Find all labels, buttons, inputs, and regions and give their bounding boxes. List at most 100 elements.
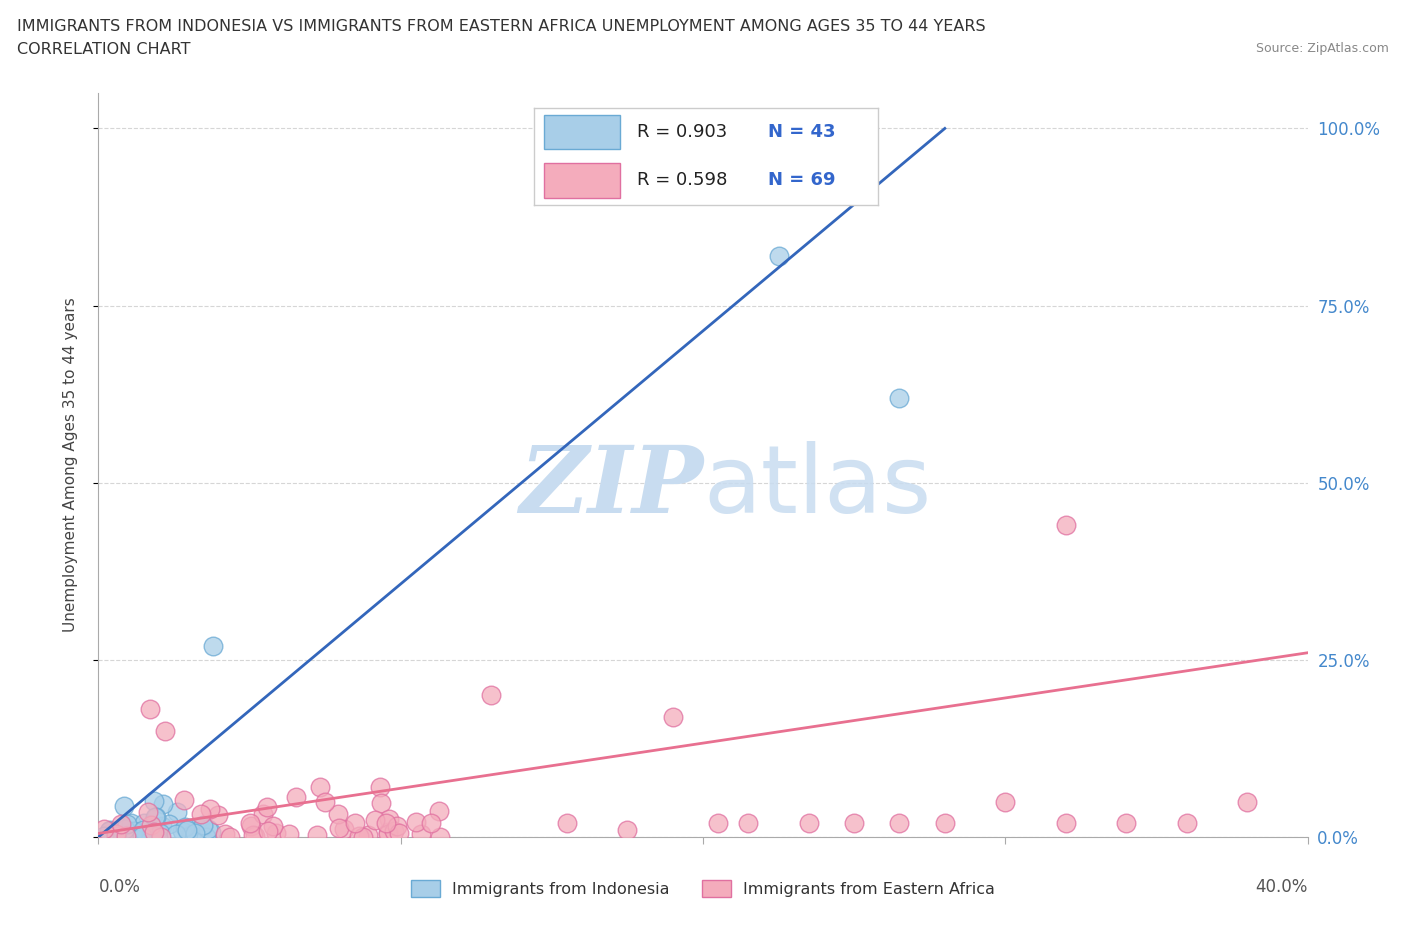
Point [157,817,180,831]
Point [1054,816,1077,830]
Point [207,808,229,823]
Point [184,826,207,841]
Point [352,830,374,844]
Point [93,829,115,844]
Text: 0.0%: 0.0% [98,878,141,896]
Point [377,827,399,842]
Point [146,824,169,839]
Point [191,817,214,832]
Point [202,638,225,653]
Point [239,818,262,833]
Point [364,813,387,828]
Point [378,812,401,827]
Point [98,823,121,838]
Point [409,827,432,842]
Point [149,829,172,844]
Point [314,794,336,809]
Point [661,709,683,724]
Point [333,821,356,836]
Point [1236,794,1258,809]
Point [262,818,284,833]
Text: 40.0%: 40.0% [1256,878,1308,896]
Point [934,816,956,830]
Point [844,816,866,830]
Point [177,820,200,835]
Point [256,800,278,815]
Point [374,816,396,830]
Point [1054,518,1077,533]
Point [97,824,120,839]
Text: atlas: atlas [703,442,931,533]
Point [142,794,165,809]
Point [349,829,371,844]
Point [768,248,790,263]
Point [115,817,138,831]
Point [152,796,174,811]
Point [994,794,1017,809]
Point [136,804,159,819]
Point [145,809,167,824]
Point [105,827,128,842]
Point [110,817,132,831]
Point [252,807,274,822]
Point [616,822,638,837]
Point [344,816,367,830]
Point [176,823,198,838]
Point [190,806,212,821]
Point [555,816,578,830]
Point [385,819,408,834]
Point [214,827,236,842]
Point [737,816,759,830]
Point [245,829,267,844]
Legend: Immigrants from Indonesia, Immigrants from Eastern Africa: Immigrants from Indonesia, Immigrants fr… [405,874,1001,903]
Point [307,828,329,843]
Point [1115,816,1137,830]
Point [481,688,503,703]
Point [797,816,820,830]
Point [132,823,155,838]
Point [370,795,392,810]
Point [357,828,380,843]
Point [139,826,162,841]
Point [180,828,202,843]
Point [122,824,145,839]
Point [707,816,730,830]
Point [131,828,153,843]
Point [114,822,136,837]
Point [427,804,450,818]
Point [405,814,427,829]
Point [193,819,215,834]
Point [429,830,451,844]
Point [257,824,280,839]
Point [146,825,169,840]
Point [172,823,194,838]
Point [174,820,197,835]
Y-axis label: Unemployment Among Ages 35 to 44 years: Unemployment Among Ages 35 to 44 years [63,298,77,632]
Point [264,826,287,841]
Point [149,826,172,841]
Point [278,827,301,842]
Point [93,822,115,837]
Point [105,829,128,844]
Point [121,816,143,830]
Point [132,816,155,830]
Point [219,830,242,844]
Point [889,391,911,405]
Point [328,821,350,836]
Point [194,830,217,844]
Point [382,823,405,838]
Point [150,818,173,833]
Point [143,810,166,825]
Point [285,790,308,804]
Point [98,826,121,841]
Text: Source: ZipAtlas.com: Source: ZipAtlas.com [1256,42,1389,55]
Point [309,780,332,795]
Text: CORRELATION CHART: CORRELATION CHART [17,42,190,57]
Point [242,828,264,843]
Point [889,816,911,830]
Point [198,802,221,817]
Point [1175,816,1198,830]
Point [328,806,350,821]
Point [200,825,222,840]
Point [139,702,162,717]
